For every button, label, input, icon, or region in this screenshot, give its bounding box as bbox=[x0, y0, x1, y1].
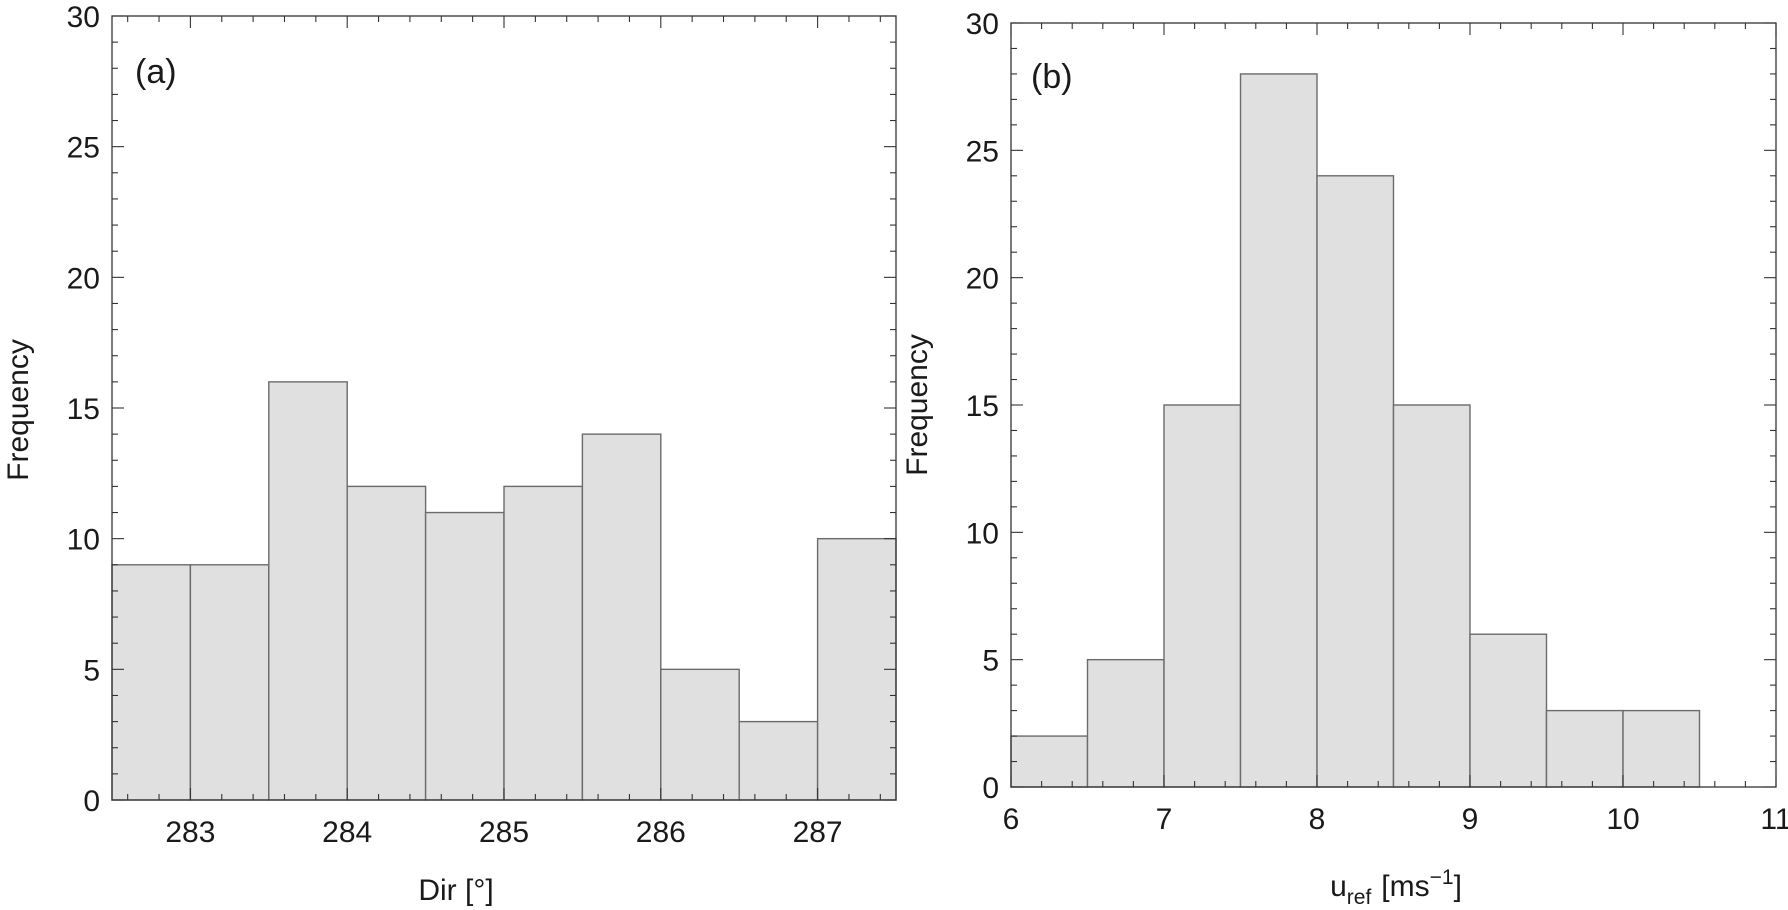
panel-b-bar bbox=[1622, 709, 1701, 788]
panel-b-bar bbox=[1086, 658, 1165, 788]
panel-b-y-tick-label: 25 bbox=[966, 135, 999, 168]
panel-a-y-axis-label: Frequency bbox=[2, 339, 35, 481]
panel-a-x-axis-label: Dir [°] bbox=[418, 874, 493, 907]
panel-a-ticks: 0 5 10 15 20 25 30 283 284 285 286 287 bbox=[67, 1, 896, 849]
panel-a-label: (a) bbox=[135, 53, 177, 91]
panel-b-x-tick-label: 10 bbox=[1606, 803, 1639, 836]
panel-b-x-axis-label: uref [ms−1] bbox=[1330, 866, 1462, 909]
panel-b-x-tick-label: 6 bbox=[1003, 803, 1020, 836]
panel-a-bar bbox=[738, 720, 819, 801]
panel-a-y-tick-label: 0 bbox=[83, 785, 100, 818]
panel-b-x-tick-label: 8 bbox=[1309, 803, 1326, 836]
panel-b-x-axis-label-sub: ref bbox=[1347, 886, 1372, 909]
panel-b-x-tick-label: 7 bbox=[1156, 803, 1173, 836]
panel-b-y-tick-label: 10 bbox=[966, 517, 999, 550]
panel-a-bar bbox=[816, 537, 897, 801]
panel-a-x-tick-label: 284 bbox=[322, 816, 372, 849]
panel-b-y-tick-label: 0 bbox=[982, 772, 999, 805]
panel-a-bar bbox=[581, 433, 662, 801]
panel-b-x-axis-label-main: u bbox=[1330, 870, 1347, 903]
panel-a-y-tick-label: 15 bbox=[67, 393, 100, 426]
panel-b-x-axis-label-sup: −1 bbox=[1430, 866, 1454, 889]
panel-b-bar bbox=[1239, 73, 1318, 788]
panel-a-bar bbox=[424, 511, 505, 801]
panel-a-y-tick-label: 25 bbox=[67, 132, 100, 165]
panel-a-bar bbox=[503, 485, 584, 801]
panel-a-y-tick-label: 30 bbox=[67, 1, 100, 34]
panel-b-y-tick-label: 30 bbox=[966, 8, 999, 41]
panel-b-bars bbox=[1010, 73, 1701, 788]
panel-b-bar bbox=[1316, 175, 1395, 788]
panel-b-bar bbox=[1392, 404, 1471, 788]
panel-a-bars bbox=[111, 381, 897, 801]
panel-b-y-tick-label: 15 bbox=[966, 390, 999, 423]
panel-b-bar bbox=[1545, 709, 1624, 788]
panel-a-bar bbox=[660, 668, 740, 801]
panel-a-bar bbox=[346, 485, 427, 801]
panel-a-x-tick-label: 286 bbox=[636, 816, 686, 849]
panel-a-bar bbox=[189, 564, 270, 801]
panel-b-y-axis-label: Frequency bbox=[901, 334, 934, 476]
histogram-panel-b: 0 5 10 15 20 25 30 6 7 8 9 10 11 (b) uref [ms−1] Freq… bbox=[901, 8, 1788, 909]
panel-b-label: (b) bbox=[1031, 58, 1073, 96]
panel-b-bar bbox=[1469, 633, 1548, 788]
panel-b-x-tick-label: 11 bbox=[1760, 803, 1788, 836]
panel-a-bar bbox=[268, 381, 348, 801]
panel-a-bar bbox=[111, 564, 192, 801]
panel-b-x-axis-label-unit: [ms bbox=[1381, 870, 1429, 903]
panel-b-ticks: 0 5 10 15 20 25 30 6 7 8 9 10 11 bbox=[966, 8, 1788, 836]
panel-b-x-tick-label: 9 bbox=[1462, 803, 1479, 836]
panel-a-y-tick-label: 5 bbox=[83, 654, 100, 687]
panel-a-y-tick-label: 20 bbox=[67, 262, 100, 295]
panel-a-y-tick-label: 10 bbox=[67, 524, 100, 557]
panel-a-x-tick-label: 287 bbox=[793, 816, 843, 849]
panel-b-bar bbox=[1010, 735, 1089, 788]
panel-b-y-tick-label: 5 bbox=[982, 645, 999, 678]
panel-a-x-tick-label: 285 bbox=[479, 816, 529, 849]
panel-b-y-tick-label: 20 bbox=[966, 263, 999, 296]
panel-b-bar bbox=[1163, 404, 1242, 788]
panel-a-x-tick-label: 283 bbox=[165, 816, 215, 849]
panel-b-x-axis-label-close: ] bbox=[1454, 870, 1462, 903]
